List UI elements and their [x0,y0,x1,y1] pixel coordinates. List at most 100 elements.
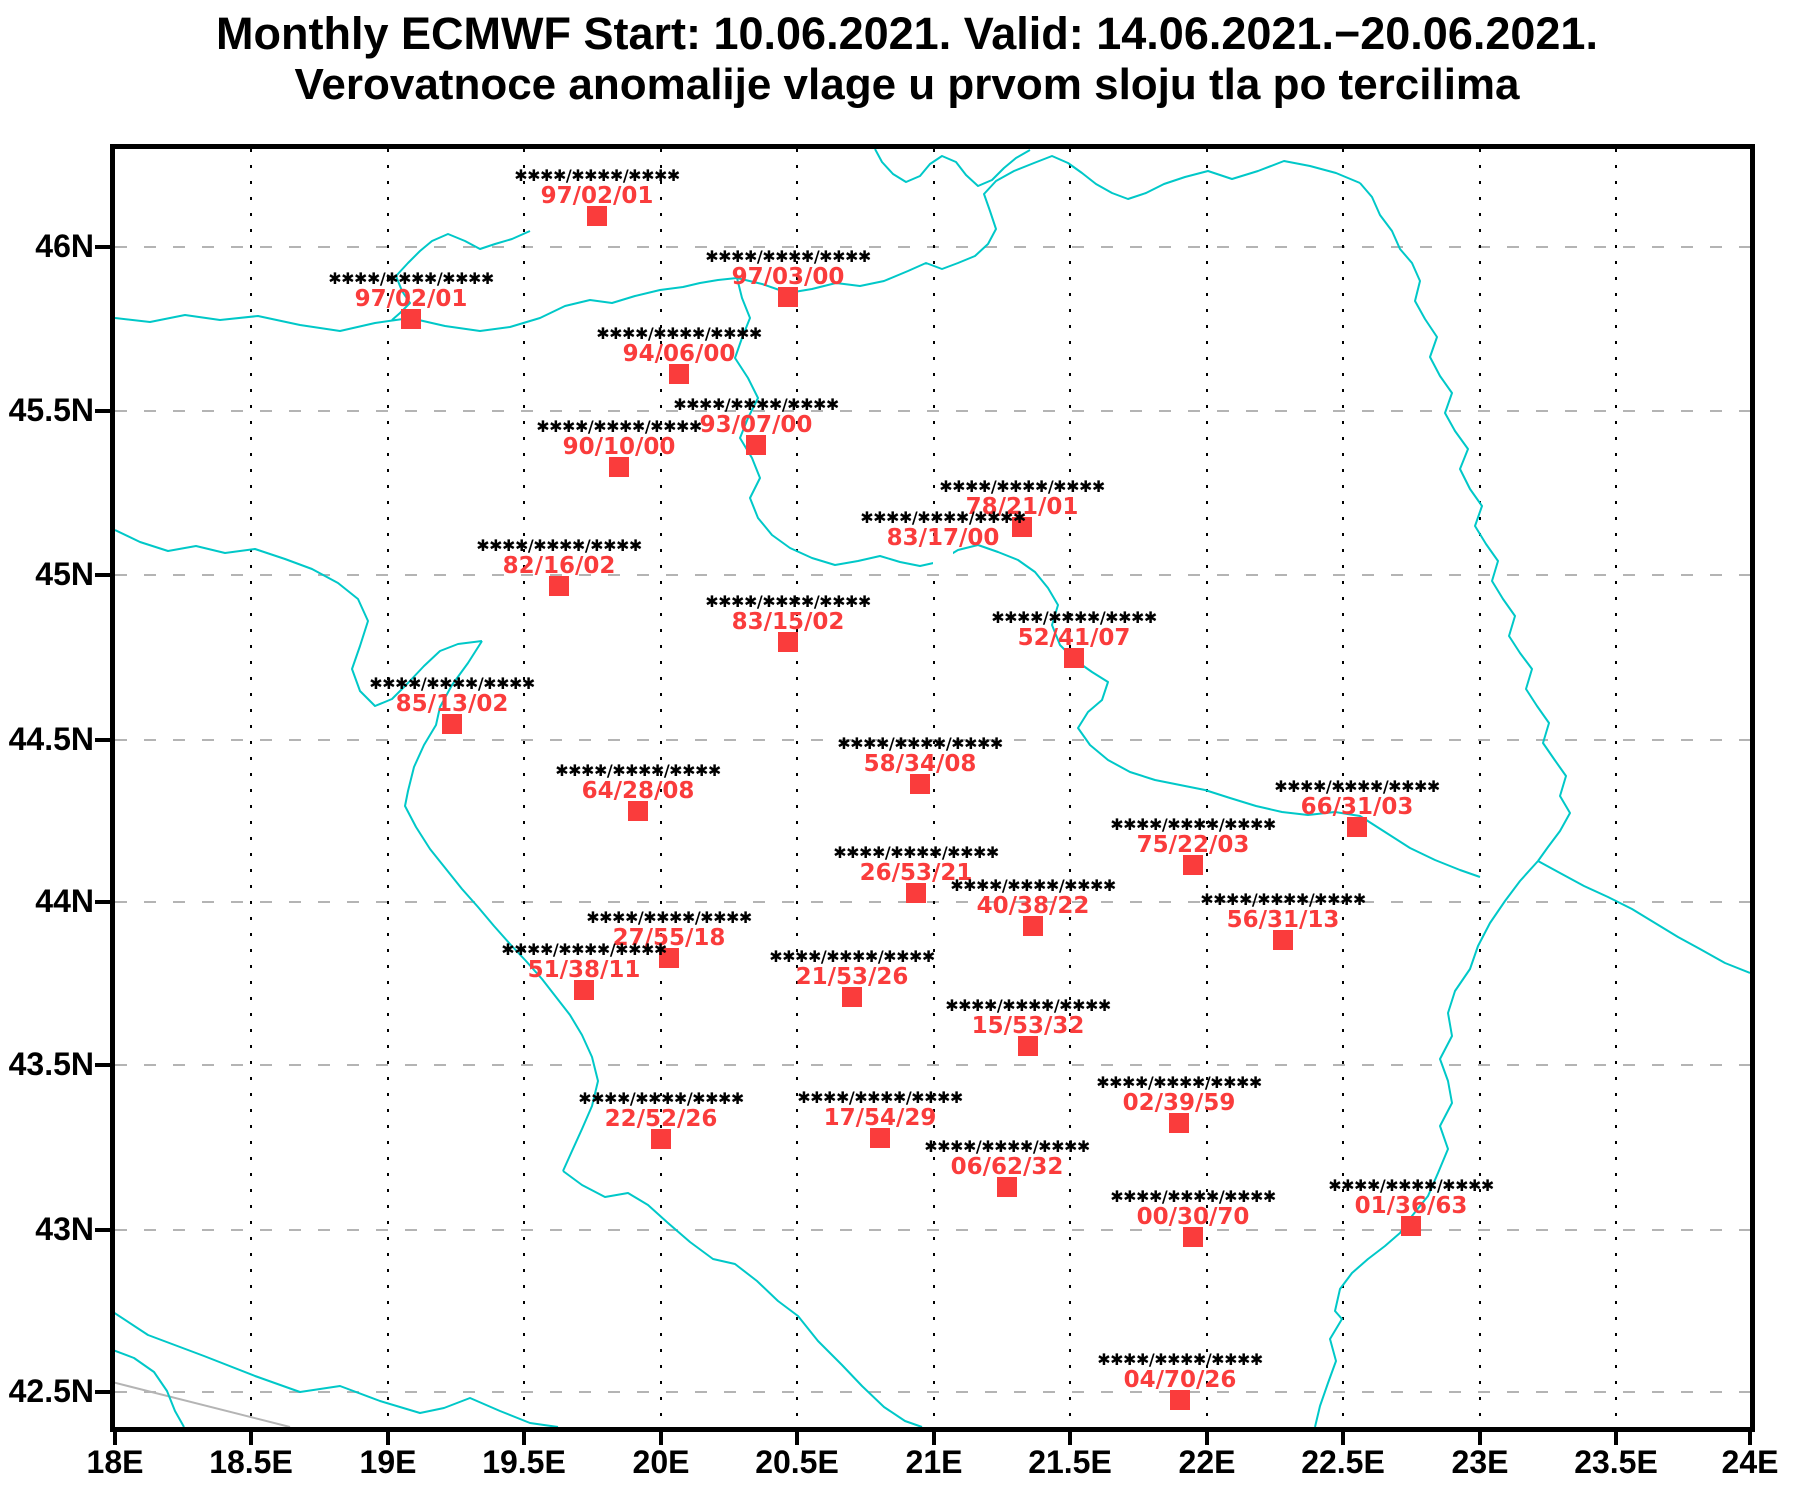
station-tercile-values: 06/62/32 [950,1154,1064,1180]
station-marker-square [1169,1113,1189,1133]
station-missing-stars: ✱✱✱✱/✱✱✱✱/✱✱✱✱ [328,269,494,288]
station-missing-stars: ✱✱✱✱/✱✱✱✱/✱✱✱✱ [924,1137,1090,1156]
station-tercile-values: 00/30/70 [1136,1204,1250,1230]
coastline [562,1170,923,1427]
station-tercile-values: 66/31/03 [1300,794,1414,820]
station-marker-square [906,883,926,903]
y-axis-tick [95,1390,110,1394]
x-axis-label: 21E [905,1444,963,1480]
station-marker-square [651,1129,671,1149]
station-tercile-values: 97/03/00 [731,264,845,290]
y-axis-label: 45.5N [8,392,94,428]
station-marker-square [997,1177,1017,1197]
station-tercile-values: 97/02/01 [354,286,468,312]
station-missing-stars: ✱✱✱✱/✱✱✱✱/✱✱✱✱ [578,1089,744,1108]
station-tercile-values: 21/53/26 [795,964,909,990]
coastline [937,544,1481,878]
y-axis-tick [95,573,110,577]
map-title: Monthly ECMWF Start: 10.06.2021. Valid: … [216,8,1598,59]
station-tercile-values: 01/36/63 [1354,1193,1468,1219]
station-tercile-values: 15/53/32 [971,1013,1085,1039]
station-missing-stars: ✱✱✱✱/✱✱✱✱/✱✱✱✱ [1110,815,1276,834]
coastline [734,277,939,567]
station-tercile-values: 56/31/13 [1226,907,1340,933]
x-axis-tick [932,1432,936,1445]
x-axis-tick [659,1432,663,1445]
station-missing-stars: ✱✱✱✱/✱✱✱✱/✱✱✱✱ [1328,1176,1494,1195]
station-tercile-values: 40/38/22 [976,893,1090,919]
station-marker-square [1018,1036,1038,1056]
x-axis-tick [386,1432,390,1445]
x-axis-tick [522,1432,526,1445]
x-axis-tick [1341,1432,1345,1445]
coastline [391,230,531,321]
y-axis-tick [95,900,110,904]
gray-line [115,1381,291,1427]
station-tercile-values: 58/34/08 [863,751,977,777]
coastline [115,529,483,707]
station-missing-stars: ✱✱✱✱/✱✱✱✱/✱✱✱✱ [950,876,1116,895]
station-missing-stars: ✱✱✱✱/✱✱✱✱/✱✱✱✱ [833,843,999,862]
x-axis-label: 23E [1451,1444,1509,1480]
station-missing-stars: ✱✱✱✱/✱✱✱✱/✱✱✱✱ [501,940,667,959]
station-marker-square [628,801,648,821]
x-axis-tick [1478,1432,1482,1445]
station-missing-stars: ✱✱✱✱/✱✱✱✱/✱✱✱✱ [369,674,535,693]
station-missing-stars: ✱✱✱✱/✱✱✱✱/✱✱✱✱ [586,908,752,927]
x-axis-label: 19.5E [482,1444,566,1480]
station-tercile-values: 78/21/01 [965,494,1079,520]
station-tercile-values: 17/54/29 [823,1105,937,1131]
map-graphics [115,149,1750,1427]
station-marker-square [1064,648,1084,668]
station-marker-square [1183,1227,1203,1247]
x-axis-label: 18E [86,1444,144,1480]
x-axis-label: 20.5E [755,1444,839,1480]
station-marker-square [1347,817,1367,837]
station-missing-stars: ✱✱✱✱/✱✱✱✱/✱✱✱✱ [1096,1073,1262,1092]
station-marker-square [669,364,689,384]
station-missing-stars: ✱✱✱✱/✱✱✱✱/✱✱✱✱ [860,508,1026,527]
x-axis-label: 20E [632,1444,690,1480]
station-tercile-values: 52/41/07 [1017,625,1131,651]
station-missing-stars: ✱✱✱✱/✱✱✱✱/✱✱✱✱ [555,761,721,780]
x-axis-tick [1748,1432,1752,1445]
station-marker-square [1012,517,1032,537]
coastline [874,149,1031,187]
station-marker-square [778,287,798,307]
station-marker-square [910,774,930,794]
x-axis-tick [1614,1432,1618,1445]
x-axis-tick [249,1432,253,1445]
station-tercile-values: 75/22/03 [1136,832,1250,858]
station-tercile-values: 94/06/00 [622,341,736,367]
station-tercile-values: 93/07/00 [699,412,813,438]
station-marker-square [659,948,679,968]
station-missing-stars: ✱✱✱✱/✱✱✱✱/✱✱✱✱ [705,592,871,611]
station-tercile-values: 51/38/11 [527,957,641,983]
y-axis-tick [95,245,110,249]
y-axis-tick [95,409,110,413]
x-axis-tick [113,1432,117,1445]
station-missing-stars: ✱✱✱✱/✱✱✱✱/✱✱✱✱ [797,1088,963,1107]
station-marker-square [574,980,594,1000]
coastline [1537,860,1750,974]
station-missing-stars: ✱✱✱✱/✱✱✱✱/✱✱✱✱ [991,608,1157,627]
coastline [736,155,1361,294]
station-missing-stars: ✱✱✱✱/✱✱✱✱/✱✱✱✱ [536,417,702,436]
station-tercile-values: 85/13/02 [395,691,509,717]
station-tercile-values: 83/17/00 [886,525,1000,551]
y-axis-tick [95,1063,110,1067]
y-axis-label: 44N [35,883,94,919]
station-marker-square [778,632,798,652]
station-missing-stars: ✱✱✱✱/✱✱✱✱/✱✱✱✱ [514,166,680,185]
x-axis-tick [1068,1432,1072,1445]
y-axis-label: 45N [35,556,94,592]
y-axis-label: 43.5N [8,1046,94,1082]
station-tercile-values: 64/28/08 [581,778,695,804]
station-marker-square [587,206,607,226]
station-marker-square [401,309,421,329]
station-tercile-values: 02/39/59 [1122,1090,1236,1116]
station-missing-stars: ✱✱✱✱/✱✱✱✱/✱✱✱✱ [476,536,642,555]
x-axis-label: 22.5E [1301,1444,1385,1480]
station-marker-square [933,548,953,568]
